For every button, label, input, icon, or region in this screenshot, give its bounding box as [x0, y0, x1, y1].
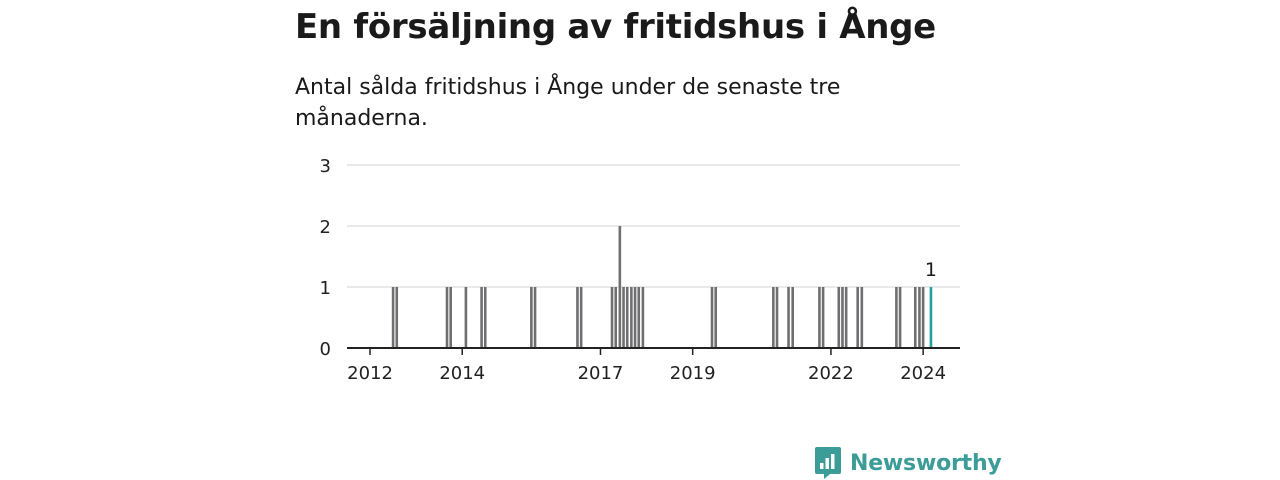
x-tick-label: 2022	[808, 363, 854, 384]
bar	[530, 287, 533, 348]
x-tick-label: 2019	[670, 363, 716, 384]
bar	[483, 287, 487, 348]
bar	[844, 287, 848, 348]
gridlines	[347, 164, 960, 288]
bar	[841, 287, 844, 348]
bar	[464, 287, 468, 348]
bar	[625, 287, 629, 348]
bar	[449, 287, 452, 348]
highlight-bar	[929, 287, 933, 348]
chart-subtitle: Antal sålda fritidshus i Ånge under de s…	[295, 75, 841, 131]
bar	[772, 287, 775, 348]
y-tick-label: 3	[320, 156, 331, 177]
x-tick-label: 2024	[900, 363, 946, 384]
bar	[480, 287, 483, 348]
bar	[791, 287, 794, 348]
bar	[579, 287, 583, 348]
bar	[895, 287, 898, 348]
bar	[860, 287, 864, 348]
bar	[787, 287, 790, 348]
bar	[913, 287, 917, 348]
bar	[610, 287, 614, 348]
bar	[445, 287, 449, 348]
data-labels: 1	[925, 259, 937, 281]
bar	[921, 287, 925, 348]
y-tick-label: 1	[320, 278, 331, 299]
bar	[637, 287, 641, 348]
bar	[856, 287, 859, 348]
x-axis: 2012 2014 2017 2019 2022 2024	[347, 347, 960, 384]
bars	[391, 226, 933, 348]
bar	[837, 287, 841, 348]
bar	[614, 287, 618, 348]
bar	[630, 287, 633, 348]
bar	[918, 287, 921, 348]
x-tick-label: 2012	[347, 363, 393, 384]
bar	[821, 287, 825, 348]
brand-name: Newsworthy	[850, 450, 1002, 476]
x-tick-label: 2014	[439, 363, 485, 384]
bar	[898, 287, 902, 348]
y-tick-label: 0	[320, 339, 331, 360]
bar	[641, 287, 645, 348]
chart-title: En försäljning av fritidshus i Ånge	[295, 7, 936, 47]
bar	[391, 287, 395, 348]
x-tick-label: 2017	[578, 363, 624, 384]
data-label: 1	[925, 259, 937, 281]
brand-logo: Newsworthy	[814, 446, 1002, 480]
bar-chart-logo-icon	[815, 447, 841, 479]
bar	[533, 287, 537, 348]
bar	[633, 287, 637, 348]
bar	[618, 226, 622, 348]
bar	[622, 287, 625, 348]
bar	[395, 287, 399, 348]
bar	[710, 287, 714, 348]
y-tick-label: 2	[320, 217, 331, 238]
y-axis-ticks: 0 1 2 3	[320, 156, 331, 360]
bar	[818, 287, 821, 348]
bar	[775, 287, 779, 348]
bar	[714, 287, 718, 348]
bar	[576, 287, 579, 348]
